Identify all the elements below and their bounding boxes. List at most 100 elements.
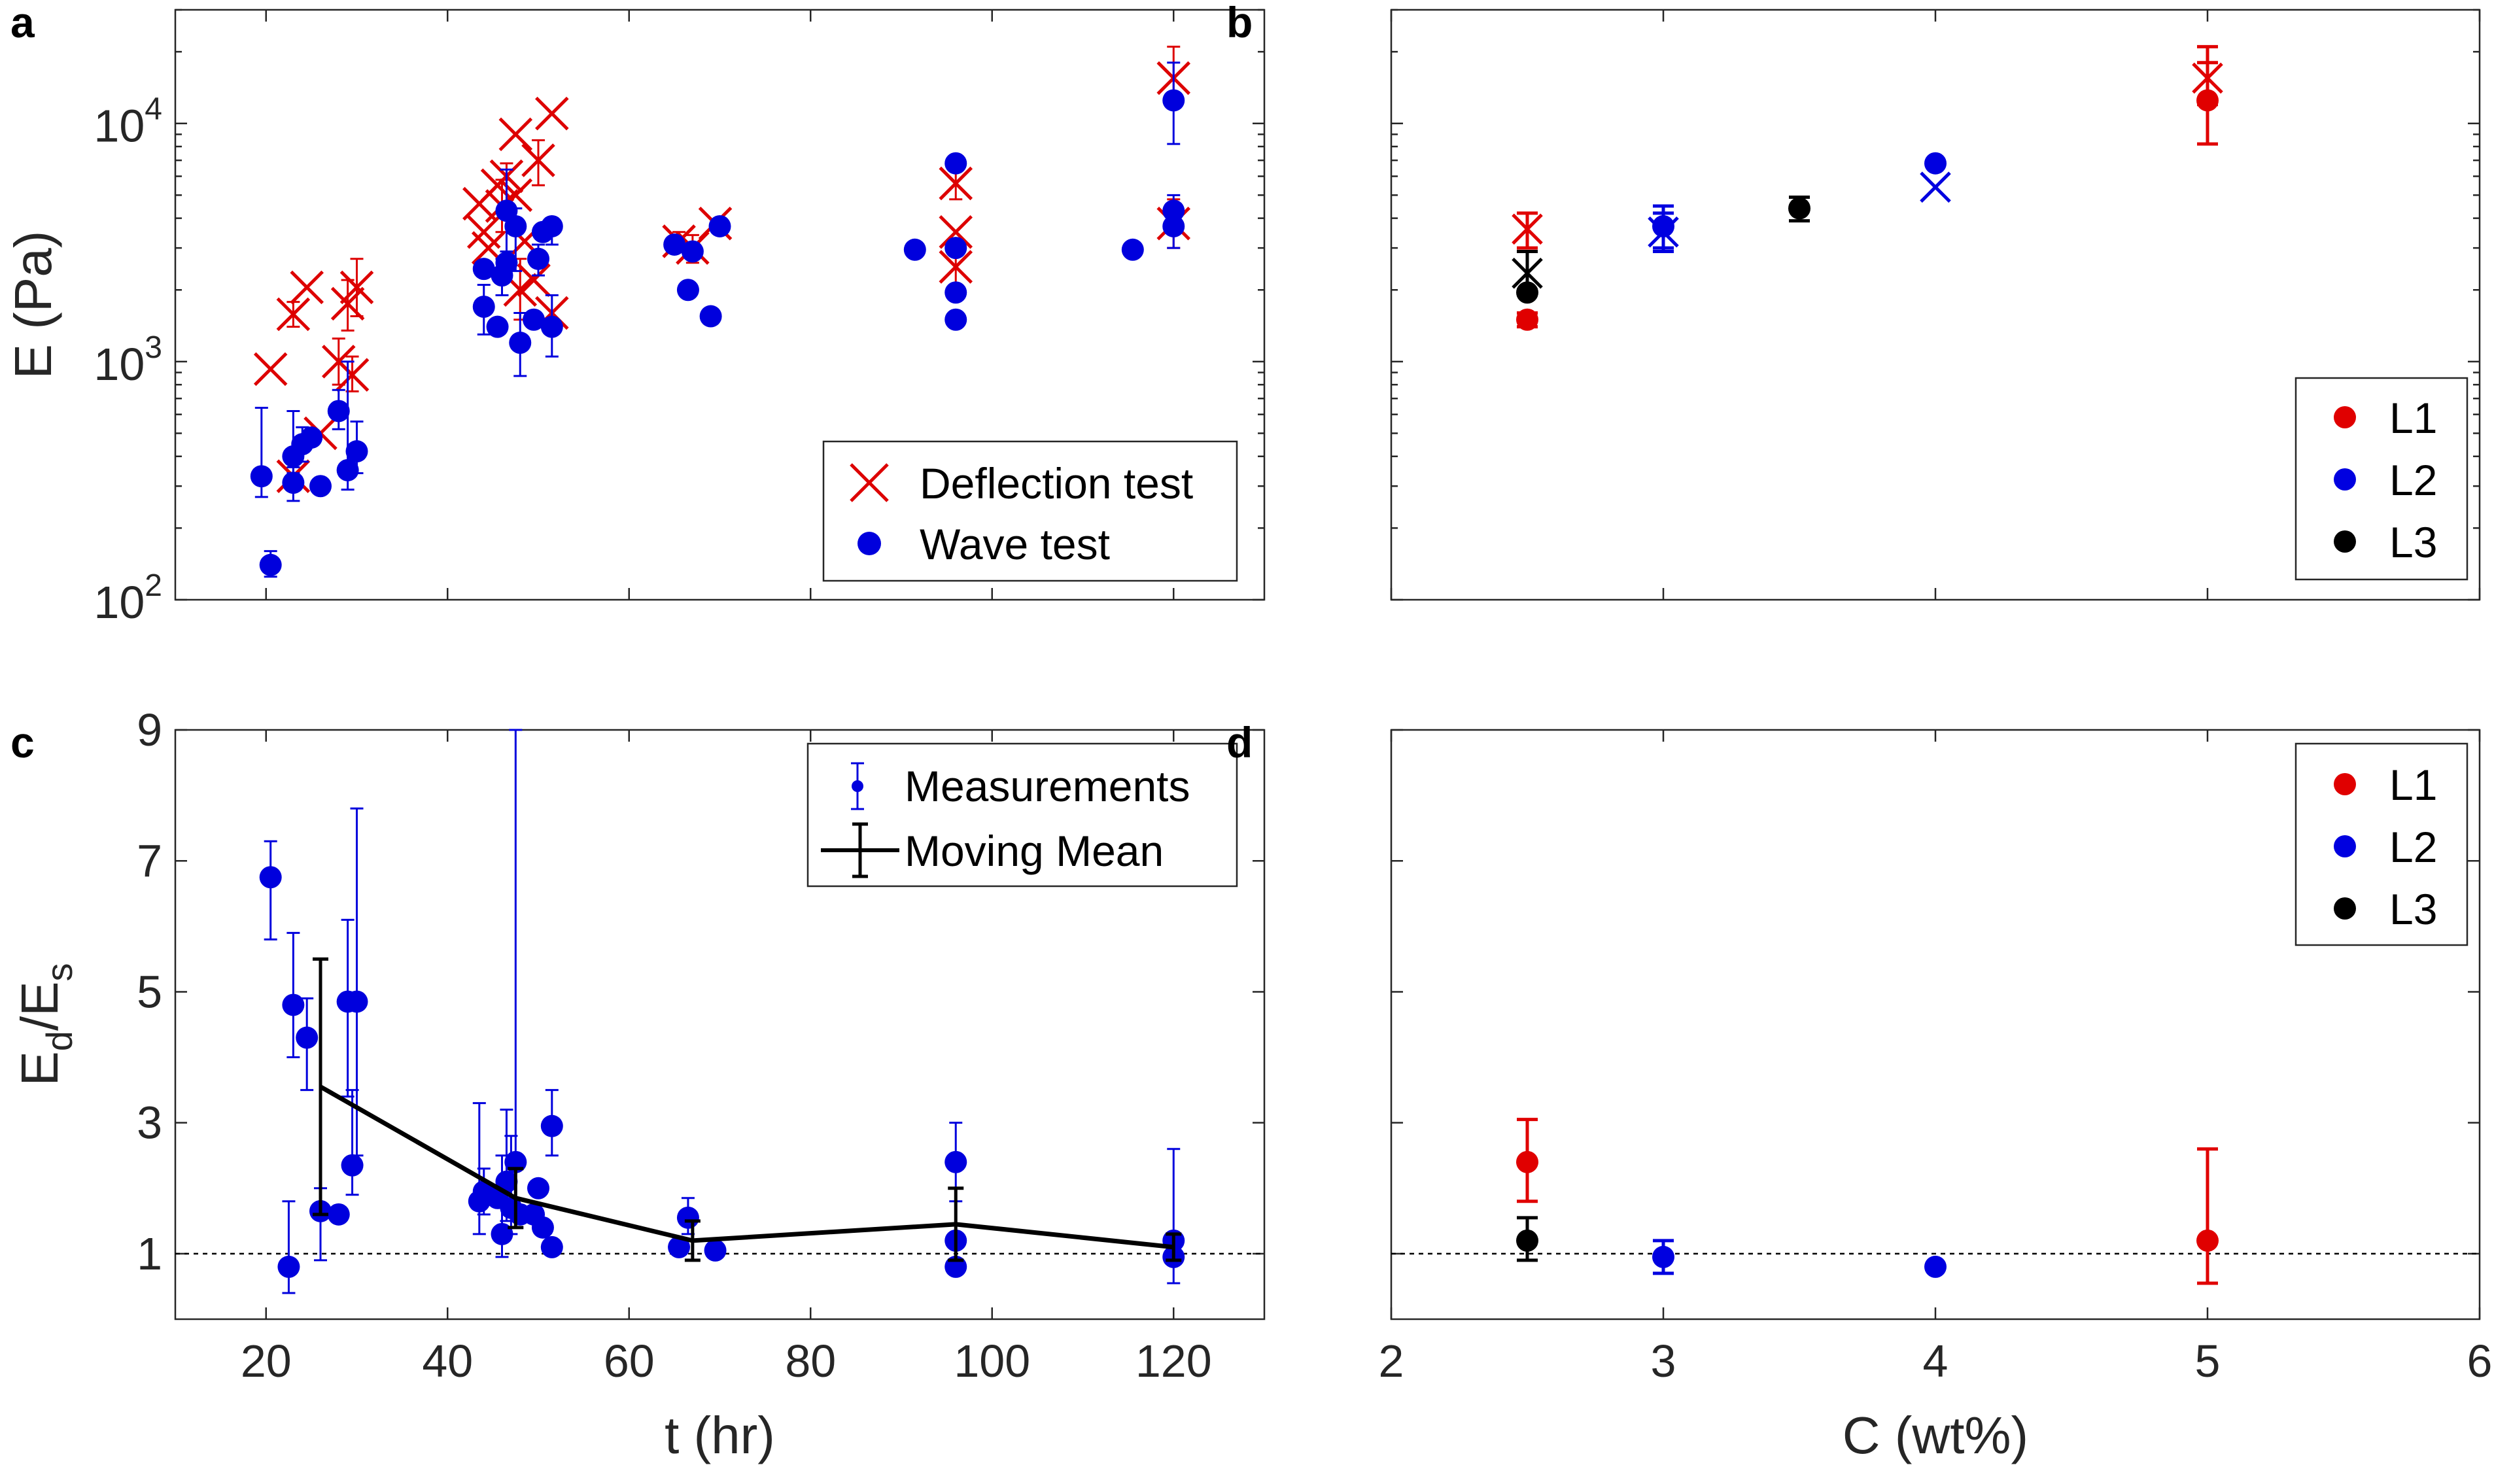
cross-stroke — [1920, 171, 1951, 203]
cross-stroke — [517, 263, 551, 297]
x-tick-label: 80 — [785, 1336, 836, 1387]
panel-label: b — [1226, 0, 1253, 46]
x-tick-label: 60 — [604, 1336, 655, 1387]
panel-c: c 20 40 60 80 100 120 1 3 5 7 9 t (hr) Ed/Es Measureme… — [10, 704, 1266, 1464]
x-tick-label: 6 — [2467, 1336, 2493, 1387]
y-tick-label: 103 — [94, 330, 162, 390]
x-tick-label: 20 — [241, 1336, 292, 1387]
dot-point — [1516, 281, 1538, 304]
dot-point — [1652, 215, 1674, 237]
wave-point — [527, 247, 549, 270]
wave-point — [944, 152, 967, 175]
cross-point — [1920, 171, 1951, 203]
legend-label-l2: L2 — [2389, 456, 2437, 504]
ratio-point — [1516, 1150, 1538, 1173]
x-axis-title: C (wt%) — [1843, 1406, 2028, 1464]
cross-stroke — [253, 352, 288, 387]
y-tick-base: 10 — [94, 339, 145, 390]
measurement-point — [704, 1239, 727, 1262]
cross-point — [1512, 213, 1543, 245]
ratio-point — [1652, 1245, 1674, 1268]
y-tick-label: 7 — [137, 835, 162, 886]
deflection-point — [498, 117, 533, 152]
deflection-point — [339, 270, 374, 305]
legend-wave-label: Wave test — [920, 520, 1110, 568]
wave-point — [495, 251, 518, 274]
y-tick-exponent: 2 — [145, 568, 162, 603]
cross-stroke — [339, 270, 374, 305]
panel-label: c — [10, 718, 35, 767]
axes-box — [174, 729, 1266, 1320]
dot-point — [1924, 152, 1947, 175]
x-tick-label: 5 — [2195, 1336, 2221, 1387]
wave-point — [1162, 215, 1185, 237]
y-axis-title: Ed/Es — [10, 963, 80, 1086]
legend-box — [2295, 377, 2468, 581]
legend-box — [822, 440, 1238, 582]
deflection-point — [939, 250, 973, 284]
deflection-point — [330, 286, 365, 321]
wave-point — [1121, 238, 1144, 261]
deflection-point — [276, 297, 311, 332]
wave-point — [282, 472, 305, 494]
measurement-point — [531, 1216, 554, 1239]
x-tick-label: 100 — [954, 1336, 1030, 1387]
legend-marker-l1 — [2334, 406, 2356, 428]
y-tick-label: 5 — [137, 966, 162, 1017]
cross-stroke — [471, 231, 506, 265]
measurement-point — [540, 1114, 563, 1137]
measurement-point — [277, 1255, 300, 1278]
deflection-point — [335, 358, 370, 392]
cross-stroke — [466, 215, 501, 249]
cross-stroke — [276, 297, 311, 332]
legend-label-l3: L3 — [2389, 518, 2437, 566]
wave-point — [472, 258, 495, 281]
deflection-point — [253, 352, 288, 387]
measurement-point — [668, 1235, 691, 1258]
cross-stroke — [939, 250, 973, 284]
x-tick-label: 120 — [1135, 1336, 1212, 1387]
x-tick-label: 2 — [1379, 1336, 1404, 1387]
ratio-point — [1924, 1255, 1947, 1278]
measurement-point — [296, 1026, 319, 1049]
measurement-point — [327, 1203, 350, 1226]
wave-point — [345, 440, 368, 463]
y-tick-exponent: 4 — [145, 92, 162, 127]
x-tick-label: 3 — [1651, 1336, 1676, 1387]
ratio-point — [1516, 1229, 1538, 1252]
axes-box — [174, 9, 1266, 601]
wave-point — [504, 215, 527, 237]
wave-point — [676, 279, 699, 302]
y-title-part: E — [10, 1051, 69, 1086]
y-axis-title: E (Pa) — [4, 231, 62, 379]
wave-point — [708, 215, 731, 237]
y-tick-label: 9 — [137, 704, 162, 755]
legend-box — [2295, 742, 2468, 946]
legend-label-l1: L1 — [2389, 761, 2437, 809]
y-tick-base: 10 — [94, 577, 145, 628]
dot-point — [2196, 89, 2219, 112]
y-tick-exponent: 3 — [145, 330, 162, 365]
wave-point — [509, 332, 532, 354]
wave-point — [944, 308, 967, 331]
panel-d: d 2 3 4 5 6 C (wt%) L1 L2 L3 — [1226, 718, 2492, 1464]
legend-box — [806, 742, 1238, 888]
deflection-point — [290, 270, 324, 305]
panel-label: d — [1226, 718, 1253, 767]
measurement-point — [491, 1222, 513, 1245]
x-tick-label: 4 — [1923, 1336, 1948, 1387]
cross-stroke — [939, 215, 973, 249]
cross-point — [1512, 257, 1543, 289]
wave-point — [309, 475, 332, 498]
deflection-point — [939, 215, 973, 249]
wave-point — [486, 315, 509, 338]
legend-marker-l3 — [2334, 897, 2356, 920]
wave-point — [523, 308, 546, 331]
cross-stroke — [1512, 257, 1543, 289]
y-tick-label: 3 — [137, 1097, 162, 1148]
legend-marker-l3 — [2334, 530, 2356, 553]
deflection-point — [535, 96, 569, 131]
legend-marker-l2 — [2334, 468, 2356, 491]
